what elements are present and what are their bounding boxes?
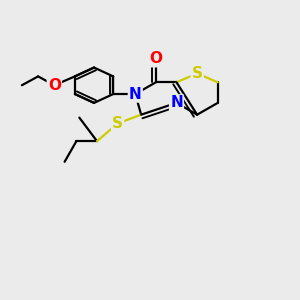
Text: N: N [170, 95, 183, 110]
Text: O: O [149, 51, 162, 66]
Text: S: S [112, 116, 123, 131]
Text: S: S [192, 66, 203, 81]
Text: N: N [129, 87, 142, 102]
Text: O: O [48, 78, 61, 93]
